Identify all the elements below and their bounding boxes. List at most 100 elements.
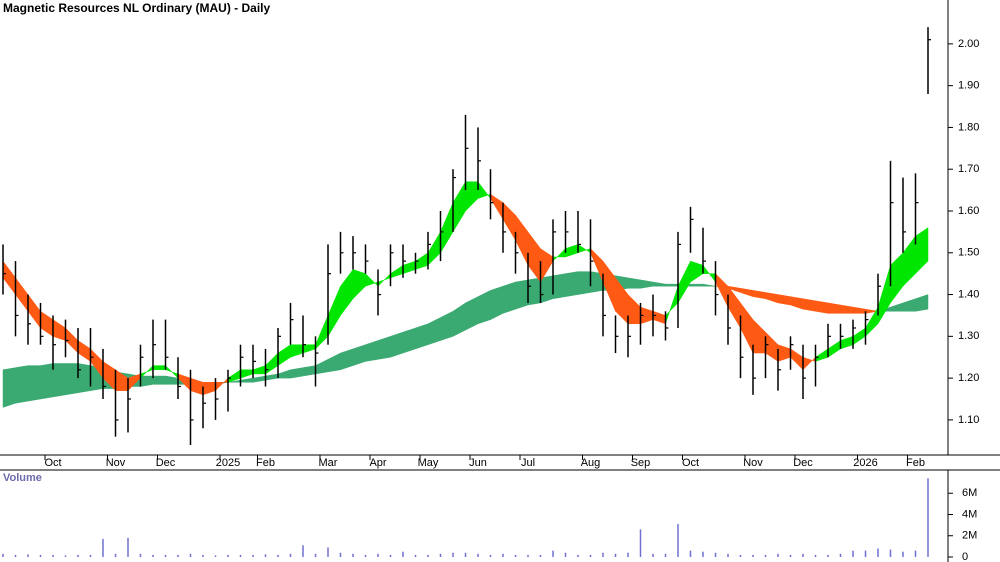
volume-bar	[852, 550, 854, 557]
ribbon-segment	[15, 365, 29, 404]
volume-bar	[402, 551, 404, 557]
ribbon-segment	[515, 279, 529, 310]
volume-bar	[514, 554, 517, 557]
volume-bar	[139, 553, 142, 557]
ribbon-segment	[815, 300, 829, 314]
volume-bar	[389, 554, 392, 557]
volume-bar	[177, 554, 179, 557]
x-tick-label: Jun	[469, 457, 487, 469]
volume-bar	[839, 553, 842, 557]
volume-bar	[252, 554, 254, 557]
ribbon-segment	[915, 294, 929, 312]
x-tick-label: Aug	[581, 457, 601, 469]
volume-bar	[677, 524, 679, 557]
x-tick-label: Nov	[743, 457, 763, 469]
volume-bar	[489, 554, 492, 557]
volume-bar	[639, 529, 642, 557]
ribbon-segment	[827, 302, 841, 314]
ribbon-segment	[52, 363, 66, 398]
x-tick-label: Feb	[256, 457, 275, 469]
volume-bar	[164, 554, 167, 557]
y-tick-label: 2.00	[958, 38, 979, 50]
volume-bar	[814, 554, 817, 557]
y-tick-label: 0	[962, 551, 968, 562]
ribbon-segment	[390, 331, 404, 358]
volume-bar	[589, 554, 592, 557]
x-tick-label: 2026	[853, 457, 877, 469]
volume-bar	[302, 545, 304, 557]
volume-bar	[64, 555, 67, 557]
volume-bar	[689, 550, 692, 557]
volume-bar	[439, 553, 442, 557]
volume-bar	[127, 537, 129, 557]
volume-bar	[552, 550, 554, 557]
volume-bar	[14, 554, 17, 557]
volume-bar	[577, 554, 579, 557]
volume-bar	[864, 550, 867, 557]
ribbon-segment	[40, 363, 54, 400]
ribbon-segment	[627, 277, 641, 289]
volume-bar	[339, 552, 342, 557]
volume-bar	[752, 554, 754, 557]
ribbon-segment	[665, 283, 679, 287]
volume-bar	[202, 554, 204, 557]
x-tick-label: Dec	[793, 457, 813, 469]
volume-bar	[277, 554, 279, 557]
y-tick-label: 1.20	[958, 372, 979, 384]
y-tick-label: 2M	[962, 530, 977, 542]
ribbon-segment	[802, 298, 816, 312]
volume-bar	[889, 549, 892, 557]
ribbon-segment	[302, 365, 316, 377]
volume-bar	[39, 554, 42, 557]
ribbon-segment	[77, 363, 91, 394]
volume-bar	[727, 553, 729, 557]
volume-bar	[764, 554, 767, 557]
volume-bar	[927, 478, 929, 557]
ribbon-segment	[502, 281, 516, 314]
x-tick-label: Apr	[369, 457, 386, 469]
ribbon-segment	[690, 283, 704, 287]
x-tick-label: Oct	[44, 457, 61, 469]
volume-bar	[264, 554, 267, 557]
volume-bar	[152, 554, 154, 557]
volume-bar	[802, 553, 804, 557]
volume-bar	[289, 553, 292, 557]
ribbon-segment	[540, 275, 554, 304]
volume-bar	[902, 551, 904, 557]
volume-bar	[539, 554, 542, 557]
volume-bar	[239, 554, 242, 557]
x-tick-label: Jul	[521, 457, 535, 469]
volume-bar	[77, 554, 79, 557]
volume-bar	[777, 553, 779, 557]
y-tick-label: 1.70	[958, 163, 979, 175]
volume-bar	[614, 553, 617, 557]
volume-bar	[189, 553, 192, 557]
volume-bar	[652, 553, 654, 557]
volume-bar	[789, 554, 792, 557]
ribbon-segment	[27, 365, 41, 402]
volume-bar	[464, 552, 467, 557]
ribbon-segment	[402, 327, 416, 354]
volume-bar	[602, 552, 604, 557]
x-tick-label: Dec	[156, 457, 176, 469]
volume-bar	[227, 554, 229, 557]
volume-bar	[414, 554, 417, 557]
ribbon-segment	[702, 283, 716, 287]
ribbon-segment	[577, 271, 591, 295]
ribbon-segment	[152, 375, 166, 385]
volume-bar	[914, 550, 917, 557]
x-tick-label: 2025	[216, 457, 240, 469]
x-tick-label: Sep	[631, 457, 651, 469]
ribbon-segment	[527, 277, 541, 306]
volume-bar	[564, 552, 567, 557]
volume-bar	[527, 554, 529, 557]
volume-bar	[327, 547, 329, 557]
volume-bar	[702, 551, 704, 557]
volume-bar	[27, 554, 29, 557]
ribbon-segment	[415, 323, 429, 350]
ribbon-segment	[777, 294, 791, 306]
volume-bar	[739, 554, 742, 557]
y-tick-label: 1.60	[958, 205, 979, 217]
